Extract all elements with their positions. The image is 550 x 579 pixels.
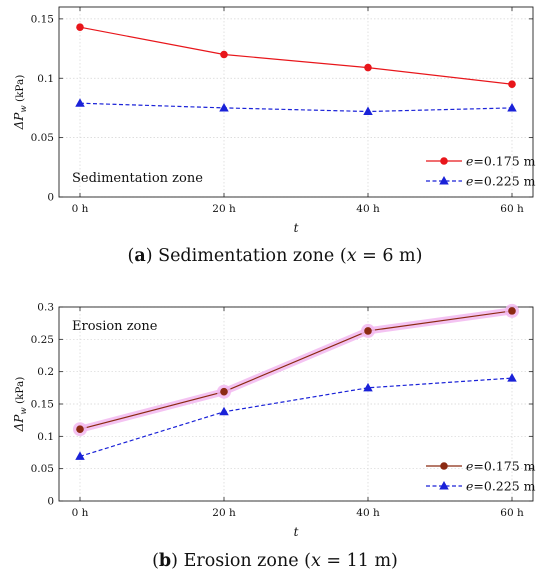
- x-tick-label: 40 h: [356, 507, 380, 519]
- caption-b: (b) Erosion zone (x = 11 m): [152, 551, 398, 571]
- y-axis-label-symbol: ΔP: [12, 414, 26, 433]
- y-axis-label-sub: w: [19, 407, 29, 415]
- legend-label-var: e: [466, 479, 473, 494]
- series-line: [79, 310, 513, 430]
- x-tick-label: 60 h: [500, 203, 524, 215]
- y-tick-label: 0.15: [31, 13, 54, 25]
- data-point: [75, 98, 85, 107]
- grid: [59, 7, 533, 198]
- plot-frame: [58, 6, 534, 198]
- caption-b-rest: = 11 m): [320, 551, 398, 571]
- legend-label-var: e: [466, 154, 473, 169]
- caption-a-var: x: [346, 246, 357, 266]
- legend-label-rest: =0.225 m: [473, 174, 535, 189]
- legend-marker: [440, 462, 448, 470]
- legend-label-var: e: [466, 459, 473, 474]
- x-tick-label: 20 h: [212, 507, 236, 519]
- chart-panel-a: 0 0.05 0.1 0.15 0 h 20 h 40 h 60 h t ΔPw (kPa) Sed…: [12, 6, 536, 235]
- caption-a-text: Sedimentation zone (: [158, 246, 347, 266]
- legend-label-var: e: [466, 174, 473, 189]
- x-axis-label: t: [294, 221, 299, 235]
- chart-panel-b: 0 0.05 0.1 0.15 0.2 0.25 0.3 0 h 20 h 40 h 60 h t ΔP…: [12, 302, 536, 540]
- data-point: [363, 382, 373, 392]
- data-point: [220, 50, 228, 59]
- data-point: [507, 373, 517, 382]
- y-axis-label-sub: w: [19, 105, 29, 113]
- data-point: [76, 23, 84, 31]
- zone-annotation: Sedimentation zone: [72, 171, 203, 186]
- series-line: [79, 26, 513, 85]
- data-point: [508, 80, 516, 88]
- caption-b-var: x: [310, 551, 321, 571]
- data-point: [364, 327, 372, 335]
- x-tick-label: 0 h: [72, 203, 89, 215]
- y-tick-label: 0.2: [37, 366, 54, 378]
- y-axis-label-symbol: ΔP: [12, 112, 26, 131]
- x-axis-label: t: [294, 525, 299, 539]
- legend-label-rest: =0.225 m: [473, 479, 535, 494]
- data-point: [508, 307, 516, 315]
- y-tick-label: 0.1: [37, 431, 54, 443]
- legend-marker: [439, 176, 449, 185]
- series-1: [73, 303, 519, 437]
- legend-label: e=0.225 m: [466, 479, 536, 494]
- y-tick-label: 0.05: [31, 132, 54, 144]
- data-point: [76, 425, 84, 434]
- legend-label-rest: =0.175 m: [473, 459, 535, 474]
- y-axis-label-unit: (kPa): [14, 377, 26, 408]
- y-tick-label: 0.1: [37, 73, 54, 85]
- data-point: [75, 451, 85, 460]
- legend: e=0.175 me=0.225 m: [426, 154, 536, 189]
- data-point: [507, 102, 517, 112]
- y-tick-label: 0.15: [31, 399, 54, 411]
- caption-a: (a) Sedimentation zone (x = 6 m): [127, 246, 423, 266]
- y-axis-label: ΔPw (kPa): [12, 75, 29, 131]
- data-point: [219, 102, 229, 112]
- legend-marker: [439, 481, 449, 490]
- legend-label-rest: =0.175 m: [473, 154, 535, 169]
- legend-marker: [440, 157, 448, 165]
- x-tick-label: 20 h: [212, 203, 236, 215]
- data-point: [220, 387, 228, 396]
- legend-label: e=0.175 m: [466, 154, 536, 169]
- legend: e=0.175 me=0.225 m: [426, 459, 536, 494]
- series-2: [75, 373, 517, 460]
- x-tick-label: 0 h: [72, 507, 89, 519]
- y-tick-label: 0: [47, 192, 54, 204]
- y-tick-label: 0.05: [31, 463, 54, 475]
- y-axis-label: ΔPw (kPa): [12, 377, 29, 433]
- zone-annotation: Erosion zone: [72, 319, 158, 334]
- series-1: [76, 23, 516, 88]
- caption-b-text: Erosion zone (: [183, 551, 311, 571]
- series-2: [75, 98, 517, 115]
- y-tick-label: 0.3: [37, 302, 54, 314]
- series-line: [79, 377, 513, 457]
- grid: [59, 306, 533, 502]
- x-tick-label: 60 h: [500, 507, 524, 519]
- data-point: [363, 106, 373, 115]
- caption-b-label: b: [158, 551, 172, 571]
- legend-label: e=0.225 m: [466, 174, 536, 189]
- legend-label: e=0.175 m: [466, 459, 536, 474]
- x-tick-label: 40 h: [356, 203, 380, 215]
- data-point: [219, 406, 229, 416]
- data-point: [364, 63, 372, 72]
- caption-a-label: a: [134, 246, 146, 266]
- y-tick-label: 0.25: [31, 334, 54, 346]
- caption-a-rest: = 6 m): [356, 246, 423, 266]
- y-tick-label: 0: [47, 496, 54, 508]
- series-line: [79, 102, 513, 113]
- y-axis-label-unit: (kPa): [14, 75, 26, 106]
